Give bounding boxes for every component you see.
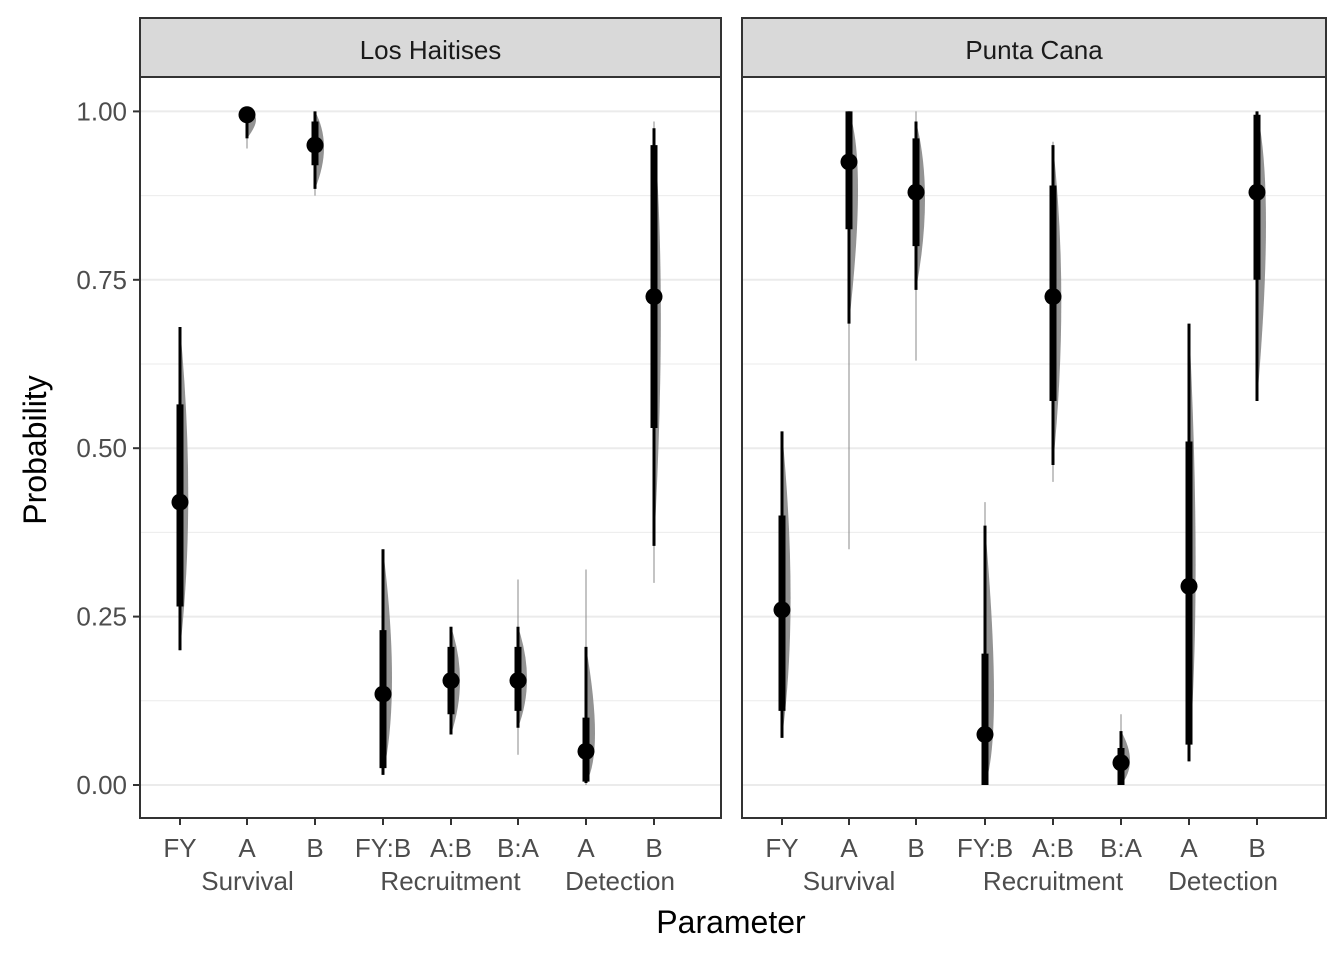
point-estimate <box>374 685 392 703</box>
point-estimate <box>442 672 460 690</box>
panel-2: Punta Cana FY A B FY:B A:B B:A A B Survival Recrui… <box>741 17 1327 896</box>
series-mark <box>509 579 527 755</box>
x-group-label: Survival <box>201 866 293 896</box>
series-mark <box>442 626 460 735</box>
x-tick-label: FY <box>163 833 196 863</box>
point-estimate <box>306 136 324 154</box>
point-estimate <box>577 742 595 760</box>
point-estimate <box>1044 288 1062 306</box>
series-mark <box>1112 714 1130 785</box>
point-estimate <box>509 672 527 690</box>
point-estimate <box>1112 754 1130 772</box>
point-estimate <box>907 183 925 201</box>
x-tick-label: A <box>238 833 256 863</box>
point-estimate <box>645 288 663 306</box>
x-tick-label: A <box>577 833 595 863</box>
x-group-label: Recruitment <box>380 866 521 896</box>
point-estimate <box>840 153 858 171</box>
strip-title: Los Haitises <box>360 35 502 65</box>
x-tick-label: B <box>907 833 924 863</box>
panel-border <box>741 76 1327 819</box>
point-estimate <box>773 601 791 619</box>
series-mark <box>374 549 392 775</box>
y-tick-label: 0.50 <box>76 433 127 463</box>
y-tick-label: 0.75 <box>76 265 127 295</box>
series-mark <box>171 326 189 651</box>
series-mark <box>238 106 256 149</box>
point-estimate <box>171 493 189 511</box>
x-tick-label: FY:B <box>957 833 1013 863</box>
series-mark <box>907 111 925 361</box>
series-mark <box>1044 141 1062 482</box>
series-mark <box>976 502 994 785</box>
x-tick-label: FY:B <box>355 833 411 863</box>
x-tick-label: FY <box>765 833 798 863</box>
x-tick-label: A <box>1180 833 1198 863</box>
x-tick-label: B:A <box>1100 833 1143 863</box>
series-mark <box>577 569 595 785</box>
x-tick-label: A <box>840 833 858 863</box>
x-group-label: Detection <box>565 866 675 896</box>
panel-1: Los Haitises FY A B FY:B A:B B:A A B Survival Recr… <box>139 17 722 896</box>
strip-title: Punta Cana <box>965 35 1103 65</box>
x-tick-label: B <box>1248 833 1265 863</box>
y-axis-title: Probability <box>17 375 53 524</box>
y-tick-label: 1.00 <box>76 96 127 126</box>
y-tick-label: 0.00 <box>76 770 127 800</box>
series-mark <box>306 111 324 196</box>
point-estimate <box>1180 577 1198 595</box>
y-tick-label: 0.25 <box>76 602 127 632</box>
series-mark <box>773 431 791 738</box>
x-group-label: Survival <box>803 866 895 896</box>
strip-background <box>741 17 1327 78</box>
series-mark <box>1180 323 1198 762</box>
series-mark <box>1248 111 1266 402</box>
x-tick-label: A:B <box>1032 833 1074 863</box>
x-tick-label: B:A <box>497 833 540 863</box>
series-mark <box>840 111 858 550</box>
x-tick-label: B <box>645 833 662 863</box>
x-axis-title: Parameter <box>656 904 806 940</box>
x-group-label: Recruitment <box>983 866 1124 896</box>
x-tick-label: A:B <box>430 833 472 863</box>
point-estimate <box>976 725 994 743</box>
x-tick-label: B <box>306 833 323 863</box>
x-group-label: Detection <box>1168 866 1278 896</box>
series-mark <box>645 121 663 583</box>
point-estimate <box>238 106 256 124</box>
strip-background <box>139 17 722 78</box>
point-estimate <box>1248 183 1266 201</box>
